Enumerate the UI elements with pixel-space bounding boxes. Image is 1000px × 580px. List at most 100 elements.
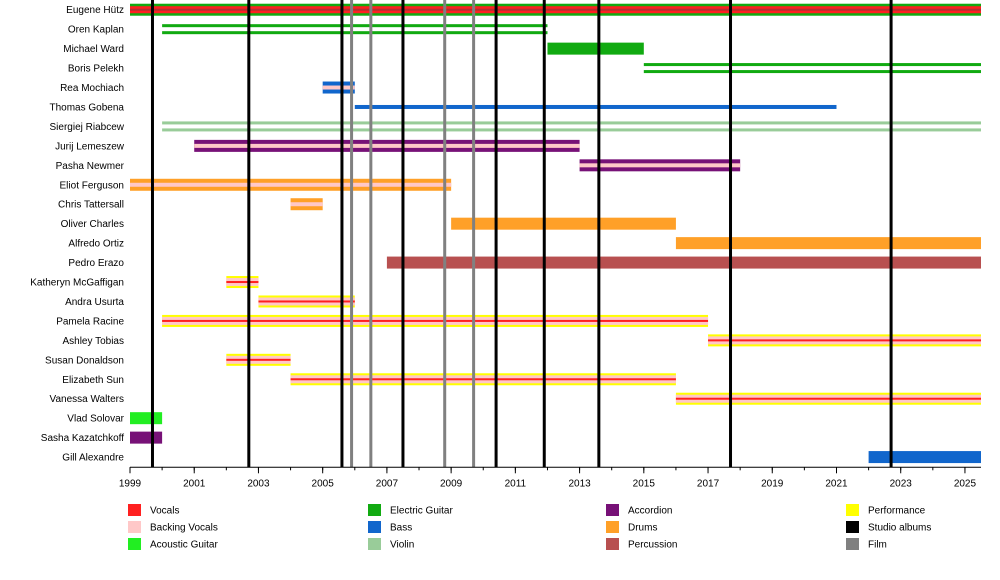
member-bar <box>290 198 323 211</box>
tick-label: 2007 <box>376 478 399 489</box>
member-bar <box>162 314 709 327</box>
member-name: Rea Mochiach <box>60 83 124 94</box>
bar-line-bottom <box>162 31 548 35</box>
legend-swatch <box>846 521 859 533</box>
legend-swatch <box>846 504 859 516</box>
bar-line-top <box>162 121 981 125</box>
member-bar <box>130 412 163 425</box>
member-name: Siergiej Riabcew <box>50 122 125 133</box>
member-name: Sasha Kazatchkoff <box>41 433 124 444</box>
tick-label: 2017 <box>697 478 720 489</box>
bar-fill <box>354 104 837 109</box>
legend-item-percussion: Percussion <box>606 538 677 551</box>
bar-line-bottom <box>162 128 981 132</box>
bar-fill <box>675 237 981 250</box>
bar-stripe <box>579 163 741 168</box>
legend-label: Film <box>868 540 887 551</box>
bar-stripe <box>162 319 709 322</box>
member-bar <box>162 121 981 132</box>
member-name: Oren Kaplan <box>68 25 124 36</box>
legend-item-electric: Electric Guitar <box>368 504 453 517</box>
legend-item-performance: Performance <box>846 504 926 517</box>
legend-item-acoustic: Acoustic Guitar <box>128 538 218 551</box>
tick-label: 2009 <box>440 478 463 489</box>
bar-line-top <box>643 63 981 67</box>
member-bar <box>354 104 837 109</box>
member-names: Eugene Hütz Oren Kaplan Michael Ward Boris … <box>30 5 125 463</box>
legend-label: Acoustic Guitar <box>150 540 218 551</box>
member-bar <box>130 3 981 16</box>
legend-item-bass: Bass <box>368 521 412 534</box>
event-lines <box>150 0 893 468</box>
legend-swatch <box>368 521 381 533</box>
legend: Vocals Backing Vocals Acoustic Guitar Elect… <box>128 504 931 551</box>
bar-fill <box>547 42 644 55</box>
bar-fill <box>451 217 676 230</box>
member-name: Pasha Newmer <box>56 161 125 172</box>
bar-stripe <box>258 300 355 303</box>
member-name: Elizabeth Sun <box>62 375 124 386</box>
legend-label: Backing Vocals <box>150 523 218 534</box>
member-name: Susan Donaldson <box>45 355 124 366</box>
bar-fill <box>386 256 982 269</box>
member-bar <box>226 353 291 366</box>
bar-stripe <box>708 339 981 342</box>
member-name: Boris Pelekh <box>68 64 124 75</box>
member-bar <box>194 139 580 152</box>
member-bar <box>290 373 676 386</box>
legend-item-backing: Backing Vocals <box>128 521 218 534</box>
legend-label: Vocals <box>150 506 179 517</box>
member-bar <box>386 256 982 269</box>
legend-swatch <box>606 521 619 533</box>
member-name: Oliver Charles <box>61 219 124 230</box>
member-bar <box>322 81 355 94</box>
tick-label: 2013 <box>568 478 591 489</box>
legend-item-drums: Drums <box>606 521 657 534</box>
legend-label: Bass <box>390 523 412 534</box>
legend-swatch <box>606 538 619 550</box>
bar-line-top <box>162 24 548 28</box>
member-name: Vlad Solovar <box>67 414 124 425</box>
bar-stripe <box>322 85 355 90</box>
legend-swatch <box>368 504 381 516</box>
tick-label: 2001 <box>183 478 206 489</box>
tick-label: 2011 <box>505 478 527 489</box>
legend-item-vocals: Vocals <box>128 504 179 517</box>
legend-swatch <box>128 521 141 533</box>
tick-label: 2015 <box>633 478 656 489</box>
bar-fill <box>130 431 163 444</box>
member-bar <box>868 451 981 464</box>
legend-label: Violin <box>390 540 414 551</box>
member-bar <box>451 217 676 230</box>
member-bar <box>675 392 981 405</box>
bar-line-bottom <box>643 70 981 74</box>
legend-item-film: Film <box>846 538 887 551</box>
member-bar <box>258 295 355 308</box>
tick-label: 2005 <box>312 478 335 489</box>
tick-label: 2019 <box>761 478 784 489</box>
member-name: Andra Usurta <box>65 297 124 308</box>
bar-stripe <box>675 397 981 400</box>
member-bar <box>643 63 981 74</box>
legend-label: Accordion <box>628 506 672 517</box>
legend-item-studio: Studio albums <box>846 521 931 534</box>
legend-item-accordion: Accordion <box>606 504 672 517</box>
member-bar <box>130 431 163 444</box>
member-bar <box>708 334 981 347</box>
bar-stripe <box>130 182 452 187</box>
legend-label: Studio albums <box>868 523 931 534</box>
member-name: Chris Tattersall <box>58 200 124 211</box>
bar-fill <box>868 451 981 464</box>
member-name: Ashley Tobias <box>62 336 124 347</box>
legend-label: Drums <box>628 523 657 534</box>
member-name: Michael Ward <box>63 44 124 55</box>
member-bar <box>579 159 741 172</box>
member-name: Gill Alexandre <box>62 453 124 464</box>
member-name: Pedro Erazo <box>68 258 124 269</box>
legend-label: Performance <box>868 506 926 517</box>
legend-swatch <box>368 538 381 550</box>
bar-stripe <box>290 202 323 207</box>
legend-swatch <box>128 504 141 516</box>
tick-label: 2003 <box>247 478 270 489</box>
